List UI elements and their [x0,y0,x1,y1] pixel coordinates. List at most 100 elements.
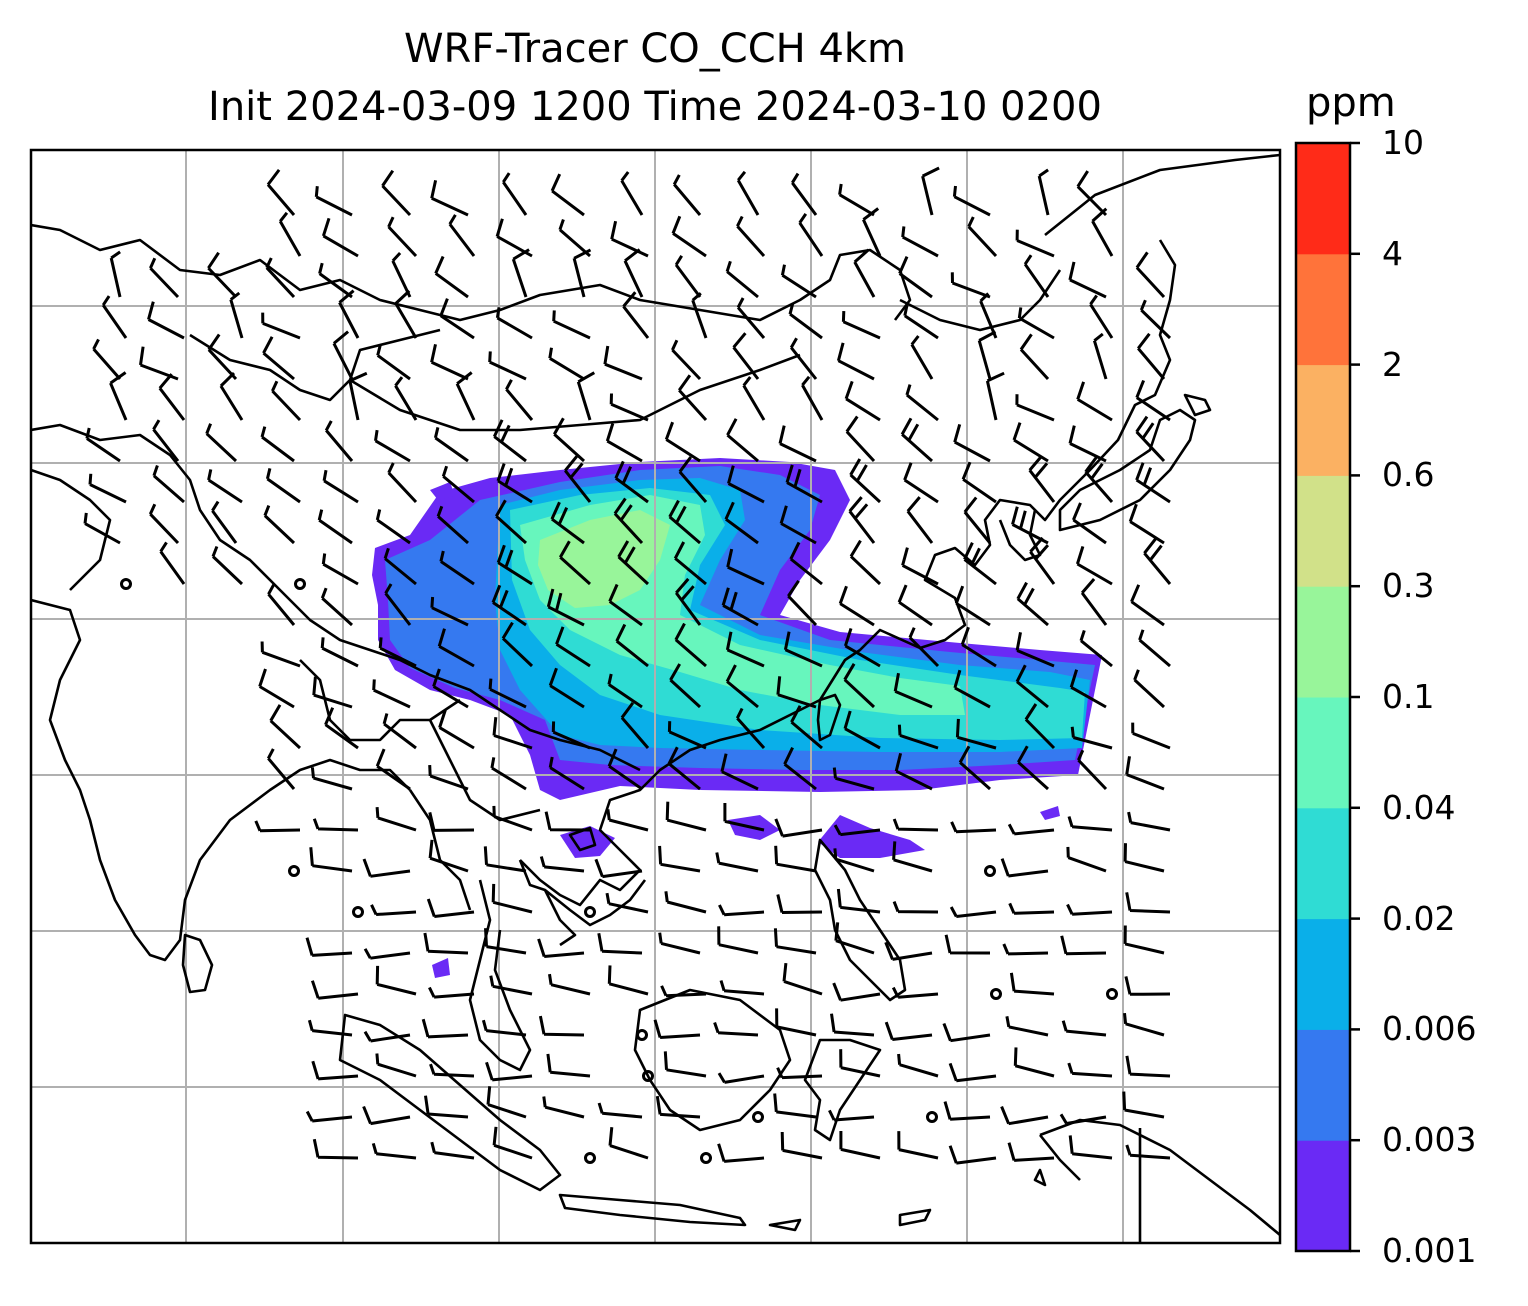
wind-barb [439,550,475,586]
wind-barb [488,351,527,381]
wind-barb-calm [636,1029,648,1041]
wind-barb [617,540,650,586]
myanmar-coastline [408,789,472,911]
wind-barb [955,718,997,750]
wind-barb [780,1131,823,1160]
wind-barb [494,499,528,545]
wind-barb [558,540,592,586]
wind-barb [492,805,533,832]
wind-barb-calm [352,906,364,918]
wind-barb [658,932,701,955]
small-island [768,1218,802,1232]
wind-barb [1029,536,1056,585]
wind-barb [833,824,881,837]
wind-barb [492,1126,533,1160]
wind-barb-calm [120,578,132,590]
wind-barb [843,710,881,750]
wind-barb [362,1105,411,1126]
wind-barb [375,806,417,832]
wind-barb [1007,823,1055,836]
colorbar-swatch [1296,143,1350,255]
wind-barb [437,628,475,668]
map-title-line2: Init 2024-03-09 1200 Time 2024-03-10 020… [208,84,1102,130]
map-frame [29,148,1282,1245]
wind-barb [1002,943,1049,956]
wind-barb [505,379,534,421]
wind-barb-calm [752,1111,764,1123]
wind-barb [159,541,186,585]
colorbar-swatch [1296,697,1350,809]
wind-barb [950,272,991,299]
wind-barb [725,631,765,668]
wind-barb [884,941,933,961]
wind-barb [653,1019,701,1039]
wind-barb [660,985,707,998]
wind-barb [789,541,823,586]
wind-barb [943,1101,991,1121]
wind-barb [1005,1016,1049,1037]
wind-barb [1037,168,1050,216]
wind-barb [496,462,533,504]
wind-barb-calm [990,988,1002,1000]
wind-barb [495,307,533,340]
taiwan-coastline [816,693,842,742]
wind-barb [615,623,649,668]
wind-barb [620,702,650,749]
wind-barb [953,669,991,709]
wind-barb [897,1053,939,1078]
wind-barb [83,512,121,545]
wind-barb [309,847,353,873]
wind-barb [318,262,353,299]
wind-barb [674,255,702,298]
wind-barb [488,678,527,709]
wind-barb [782,962,823,996]
wind-barb [254,820,301,833]
wind-barb [848,496,876,544]
wind-barb [1139,299,1172,340]
colorbar-swatch [1296,807,1350,920]
wind-barb [897,1131,939,1160]
wind-barb [1123,1012,1165,1037]
wind-barb [552,417,586,463]
wind-barb [1124,976,1171,996]
wind-barb [152,419,180,462]
wind-barb [484,928,527,955]
wind-barb [948,1062,997,1083]
wind-barb [609,393,649,422]
wind-barbs [83,166,1172,1165]
colorbar-swatch [1296,475,1350,587]
wind-barb [205,423,238,463]
wind-barb [486,1086,527,1119]
wind-barb [961,461,997,504]
wind-barb [1135,462,1171,504]
wind-barb [546,588,585,627]
colorbar-swatch [1296,1029,1350,1141]
wind-barb [1067,1062,1113,1078]
wind-barb [1133,669,1166,709]
wind-barb [780,264,817,299]
wind-barb [901,226,939,258]
wind-barb [430,1141,475,1160]
wind-barb [1016,745,1050,791]
colorbar-unit: ppm [1306,80,1396,126]
wind-barb [85,427,121,463]
wind-barb [1013,1047,1055,1078]
wind-barb [620,171,644,216]
wind-barb [428,839,469,873]
sulawesi-coastline [803,1038,882,1142]
border-china-south [31,423,641,772]
wind-barb [963,496,992,544]
wind-barb [542,1096,585,1119]
wind-barb [1089,294,1114,339]
wind-barb [775,1008,817,1037]
wind-barb [1068,261,1107,299]
wind-barb [721,587,759,627]
wind-barb [432,668,469,709]
wind-barb [610,220,649,258]
wind-barb [1019,333,1050,381]
wind-barb [438,709,475,750]
wind-barb [839,1131,881,1160]
wind-barb [776,1067,823,1080]
wind-barb [1084,456,1114,503]
wind-barb [391,251,412,298]
